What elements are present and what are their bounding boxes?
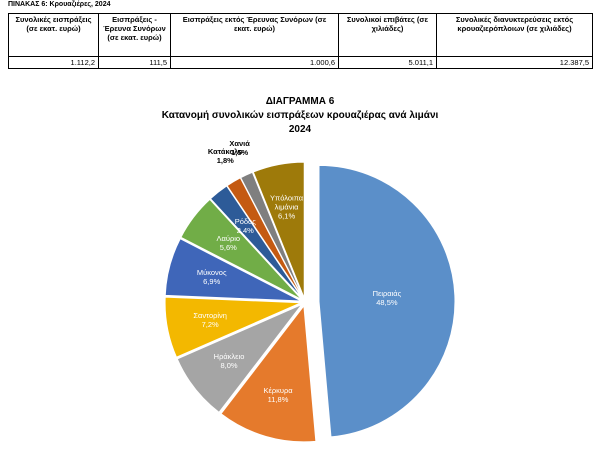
table-cell: 5.011,1 xyxy=(338,56,437,69)
chart-title: ΔΙΑΓΡΑΜΜΑ 6 xyxy=(266,96,335,107)
slice-label: Κατάκολο 1,8% xyxy=(208,147,243,165)
table-title: ΠΙΝΑΚΑΣ 6: Κρουαζιέρες, 2024 xyxy=(8,1,111,8)
pie-slice xyxy=(252,161,305,299)
value-label: 1,8% xyxy=(216,155,234,165)
value-label: 6,1% xyxy=(278,211,296,221)
header-row: Συνολικές εισπράξεις (σε εκατ. ευρώ) Εισπ… xyxy=(8,13,593,57)
table-cell: 1.000,6 xyxy=(170,56,339,69)
header-cell: Εισπράξεις - Έρευνα Συνόρων (σε εκατ. ευ… xyxy=(98,13,171,57)
slice-label: Λαύριο 5,6% xyxy=(217,234,241,252)
chart-title: Κατανομή συνολικών εισπράξεων κρουαζιέρα… xyxy=(162,110,439,121)
slice-label: Υπόλοιπα λιμάνια 6,1% xyxy=(261,194,313,221)
value-label: 7,2% xyxy=(201,319,219,329)
slice-label: Ηράκλειο 8,0% xyxy=(214,352,245,370)
category-label: Κέρκυρα xyxy=(263,385,293,395)
value-label: 11,8% xyxy=(267,394,289,404)
slice-label: Κέρκυρα 11,8% xyxy=(263,386,292,404)
value-label: 48,5% xyxy=(376,298,398,308)
category-label: Ρόδος xyxy=(234,217,256,227)
slice-label: Ρόδος 2,4% xyxy=(235,217,256,235)
pie-slice xyxy=(318,164,456,438)
category-label: Κατάκολο xyxy=(207,146,243,156)
category-label: Μύκονος xyxy=(196,268,227,278)
slice-label: Χανιά 1,5% xyxy=(229,139,249,157)
pie-slice xyxy=(240,171,304,299)
value-label: 6,9% xyxy=(203,277,221,287)
category-label: Χανιά xyxy=(229,138,250,148)
slice-label: Πειραιάς 48,5% xyxy=(373,289,402,307)
chart-title: 2024 xyxy=(289,124,312,135)
value-label: 1,5% xyxy=(231,147,249,157)
pie-slice xyxy=(164,296,302,358)
header-cell: Συνολικές διανυκτερεύσεις εκτός κρουαζιε… xyxy=(436,13,593,57)
value-label: 5,6% xyxy=(219,243,237,253)
slice-label: Μύκονος 6,9% xyxy=(197,268,227,286)
pie-slice xyxy=(220,304,317,443)
category-label: Σαντορίνη xyxy=(193,310,227,320)
slice-label: Σαντορίνη 7,2% xyxy=(193,311,227,329)
data-table: Συνολικές εισπράξεις (σε εκατ. ευρώ) Εισπ… xyxy=(8,13,593,69)
table-cell: 12.387,5 xyxy=(436,56,593,69)
pie-slice xyxy=(180,198,303,301)
pie-slice xyxy=(164,238,302,302)
value-label: 2,4% xyxy=(236,226,254,236)
pie-slice xyxy=(176,304,303,414)
data-row: 1.112,2 111,5 1.000,6 5.011,1 12.387,5 xyxy=(8,56,593,69)
pie-slice xyxy=(209,185,303,300)
category-label: Ηράκλειο xyxy=(213,352,245,362)
header-cell: Συνολικές εισπράξεις (σε εκατ. ευρώ) xyxy=(8,13,99,57)
value-label: 8,0% xyxy=(220,361,238,371)
table-cell: 111,5 xyxy=(98,56,171,69)
category-label: Πειραιάς xyxy=(372,289,402,299)
category-label: Λαύριο xyxy=(216,234,241,244)
category-label: Υπόλοιπα λιμάνια xyxy=(270,193,304,212)
